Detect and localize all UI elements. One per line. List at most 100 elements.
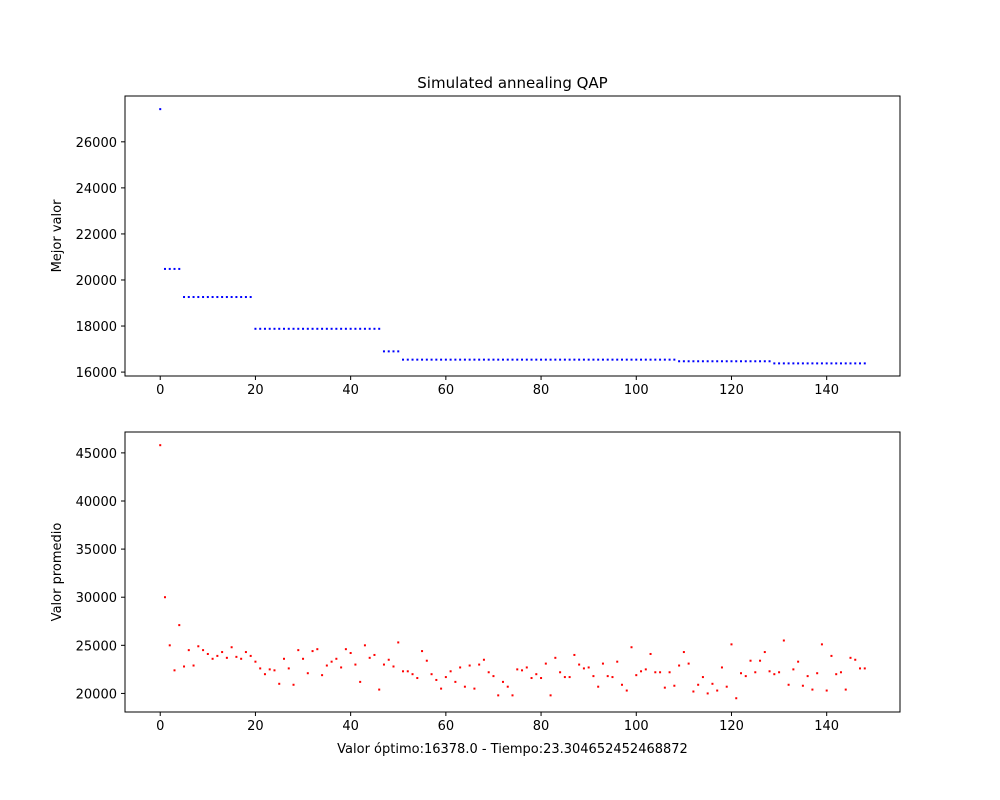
best-value-point [325,327,328,330]
average-value-point [559,671,562,674]
average-value-point [435,678,438,681]
best-value-x-tick-label: 140 [814,383,839,398]
average-value-point [463,685,466,688]
best-value-point [216,296,219,299]
average-value-point [720,666,723,669]
best-value-x-tick-label: 100 [624,383,649,398]
best-value-point [592,358,595,361]
average-value-point [849,656,852,659]
average-value-point [816,672,819,675]
average-value-point [640,670,643,673]
best-value-point [463,358,466,361]
average-value-point [297,649,300,652]
best-value-point [787,362,790,365]
best-value-point [692,360,695,363]
average-value-point [744,675,747,678]
best-value-point [544,358,547,361]
best-value-point [454,358,457,361]
best-value-point [406,358,409,361]
average-value-point [187,649,190,652]
best-value-x-tick-label: 0 [156,383,164,398]
best-value-point [711,360,714,363]
best-value-point [825,362,828,365]
best-value-point [578,358,581,361]
average-value-point [321,674,324,677]
average-value-point [221,651,224,654]
best-value-axis-ticks: 0 20 40 60 80 100 120 140 16000 18000 20000 22000 24… [76,136,839,398]
best-value-point [430,358,433,361]
best-value-point [587,358,590,361]
best-value-point [382,350,385,353]
best-value-point [230,296,233,299]
average-value-point [211,657,214,660]
average-value-y-tick-label: 30000 [76,591,117,606]
average-value-point [449,670,452,673]
average-value-point [387,658,390,661]
average-value-point [268,668,271,671]
average-value-point [635,674,638,677]
average-value-point [306,672,309,675]
average-value-point [173,669,176,672]
average-value-point [254,660,257,663]
best-value-point [259,327,262,330]
best-value-point [244,296,247,299]
best-value-point [749,360,752,363]
best-value-point [235,296,238,299]
best-value-point [340,327,343,330]
best-value-point [173,267,176,270]
average-value-point [740,672,743,675]
best-value-point [816,362,819,365]
best-value-point [202,296,205,299]
average-value-point [544,662,547,665]
average-value-point [854,658,857,661]
best-value-point [601,358,604,361]
best-value-point [582,358,585,361]
best-value-point [163,267,166,270]
best-value-point [459,358,462,361]
average-value-point [444,676,447,679]
best-value-point [563,358,566,361]
average-value-point [416,677,419,680]
best-value-point [863,362,866,365]
best-value-point [768,360,771,363]
average-value-point [839,671,842,674]
best-value-point [792,362,795,365]
best-value-point [506,358,509,361]
average-value-point [554,656,557,659]
average-value-point [159,444,162,447]
x-axis-label: Valor óptimo:16378.0 - Tiempo:23.3046524… [337,742,688,757]
best-value-point [159,108,162,111]
average-value-point [749,659,752,662]
average-value-point [206,652,209,655]
best-value-point [349,327,352,330]
average-value-x-tick-label: 100 [624,719,649,734]
best-value-series [159,108,866,365]
average-value-point [578,663,581,666]
chart-average-value: 0 20 40 60 80 100 120 140 20000 25000 30000 35000 40… [50,431,901,757]
average-value-point [601,662,604,665]
best-value-point [830,362,833,365]
best-value-point [421,358,424,361]
average-value-point [654,671,657,674]
best-value-point [720,360,723,363]
average-value-point [487,671,490,674]
average-value-point [782,639,785,642]
best-value-x-tick-label: 120 [719,383,744,398]
best-value-point [501,358,504,361]
average-value-point [668,671,671,674]
average-value-point [701,676,704,679]
average-value-point [806,675,809,678]
average-value-point [516,668,519,671]
best-value-plot-frame [124,95,901,377]
best-value-point [482,358,485,361]
average-value-point [302,657,305,660]
best-value-point [773,362,776,365]
average-value-point [354,663,357,666]
best-value-point [168,267,171,270]
best-value-point [835,362,838,365]
best-value-point [678,360,681,363]
average-value-point [663,686,666,689]
average-value-point [454,680,457,683]
best-value-point [287,327,290,330]
